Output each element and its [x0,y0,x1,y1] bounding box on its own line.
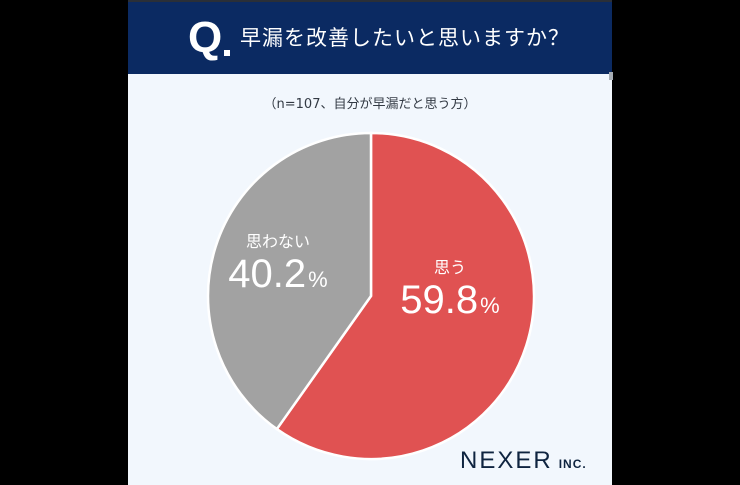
label-yes: 思う 59.8% [390,258,510,328]
q-mark: Q [188,13,223,62]
label-no-category: 思わない [245,232,310,251]
pie-slice-0 [275,131,536,461]
sample-note: （n=107、自分が早漏だと思う方） [263,97,477,112]
question-header: Q 早漏を改善したいと思いますか？ [128,0,612,74]
label-yes-category: 思う [433,258,466,277]
label-yes-value: 59.8% [400,278,500,322]
pie-chart [206,131,536,461]
chart-card: Q 早漏を改善したいと思いますか？ （n=107、自分が早漏だと思う方） 思わな… [128,0,613,485]
question-title: 早漏を改善したいと思いますか？ [240,26,570,50]
label-no-value: 40.2% [228,252,328,296]
pie-slice-1 [206,131,373,431]
scroll-marker [609,72,613,80]
nexer-logo: NEXER INC. [460,447,587,474]
q-dot-icon [224,50,230,56]
label-no: 思わない 40.2% [223,232,333,302]
